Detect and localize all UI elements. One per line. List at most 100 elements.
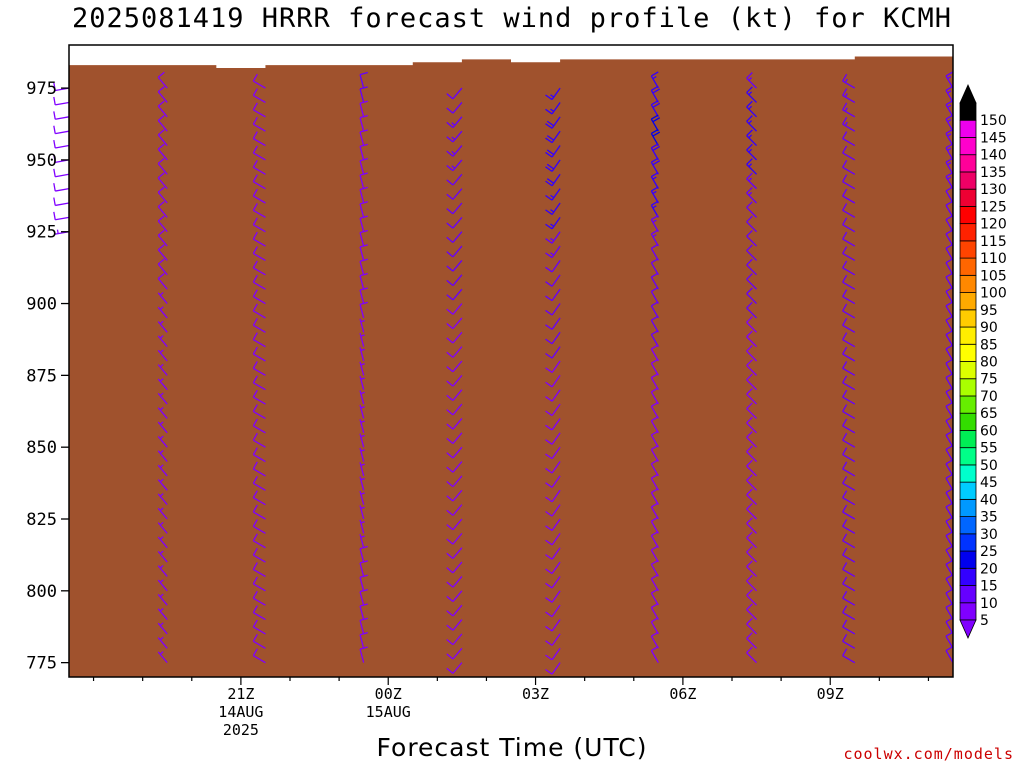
barb-flag — [157, 114, 165, 121]
barb-half-flag — [451, 150, 456, 155]
wind-barb — [446, 389, 463, 401]
barb-flag — [842, 576, 848, 585]
barb-shaft — [157, 278, 168, 290]
wind-barb — [545, 619, 561, 632]
barb-flag — [945, 358, 954, 364]
barb-shaft — [945, 118, 954, 132]
wind-barb — [650, 373, 659, 391]
wind-barb — [650, 416, 659, 434]
wind-barb — [545, 145, 561, 158]
wind-barb — [545, 130, 561, 144]
barb-shaft — [452, 102, 463, 114]
terrain-layer — [69, 53, 953, 678]
wind-barb — [545, 604, 561, 618]
colorbar-label: 140 — [980, 148, 1007, 164]
wind-barb — [446, 504, 463, 516]
barb-shaft — [252, 511, 266, 520]
barb-flag — [842, 533, 848, 542]
barb-flag — [545, 554, 553, 560]
barb-shaft — [842, 137, 856, 147]
barb-half-flag — [159, 536, 164, 540]
barb-flag — [252, 619, 258, 628]
wind-barb — [842, 533, 856, 549]
barb-shaft — [746, 250, 758, 261]
wind-barb — [945, 588, 954, 606]
barb-flag — [446, 322, 454, 330]
barb-flag — [252, 160, 258, 168]
colorbar-label: 65 — [980, 406, 998, 422]
wind-barb — [746, 402, 758, 419]
wind-barb — [945, 71, 954, 89]
barb-flag — [157, 71, 165, 78]
barb-shaft — [157, 436, 168, 448]
barb-flag — [746, 86, 753, 94]
barb-shaft — [157, 120, 168, 132]
wind-barb — [545, 590, 561, 603]
barb-shaft — [842, 468, 856, 477]
barb-shaft — [452, 576, 463, 588]
colorbar-swatch — [959, 223, 977, 242]
barb-shaft — [945, 262, 954, 276]
y-axis: 775 800 825 850 875 900 925 950 975 — [26, 79, 69, 674]
wind-barb — [446, 374, 463, 387]
wind-barb — [157, 244, 168, 261]
colorbar-label: 5 — [980, 613, 989, 629]
wind-barb — [746, 115, 758, 132]
wind-barb — [842, 260, 856, 276]
wind-barb — [157, 421, 168, 434]
wind-barb — [842, 562, 856, 578]
barb-flag — [252, 634, 258, 642]
colorbar-label: 55 — [980, 441, 998, 457]
barb-flag — [651, 401, 659, 407]
barb-flag — [545, 281, 553, 287]
wind-barb — [157, 215, 168, 233]
wind-barb — [359, 114, 368, 132]
wind-barb — [359, 215, 368, 232]
barb-layer — [53, 71, 954, 675]
barb-flag — [53, 82, 56, 91]
barb-flag — [546, 163, 555, 170]
wind-barb — [746, 158, 758, 175]
wind-barb — [746, 531, 758, 549]
barb-shaft — [746, 637, 758, 649]
wind-barb — [545, 260, 561, 273]
barb-flag — [842, 160, 848, 168]
barb-shaft — [55, 101, 70, 106]
barb-shaft — [452, 188, 463, 200]
barb-shaft — [157, 608, 168, 620]
wind-barb — [252, 490, 266, 506]
barb-shaft — [452, 561, 463, 574]
barb-flag — [252, 260, 258, 269]
colorbar-label: 110 — [980, 251, 1007, 267]
barb-shaft — [157, 206, 168, 218]
barb-flag — [545, 396, 553, 402]
wind-barb — [252, 318, 266, 333]
barb-flag — [652, 102, 661, 108]
barb-shaft — [650, 362, 659, 376]
barb-shaft — [945, 621, 954, 635]
barb-shaft — [945, 233, 954, 247]
barb-flag — [945, 373, 954, 379]
barb-flag — [545, 539, 553, 546]
barb-shaft — [945, 578, 954, 592]
barb-shaft — [551, 403, 561, 416]
wind-barb — [157, 229, 168, 247]
barb-flag — [842, 318, 848, 326]
barb-flag — [545, 252, 553, 259]
barb-flag — [842, 88, 848, 96]
barb-flag — [545, 568, 553, 575]
wind-barb — [359, 490, 365, 505]
barb-flag — [842, 231, 848, 240]
barb-shaft — [359, 174, 365, 189]
barb-flag — [157, 129, 165, 136]
barb-shaft — [252, 611, 266, 621]
colorbar-swatch — [959, 240, 977, 259]
wind-barb — [945, 315, 954, 333]
barb-flag — [842, 289, 848, 297]
barb-shaft — [359, 318, 365, 333]
barb-flag — [545, 180, 553, 187]
wind-barb — [545, 461, 561, 474]
barb-shaft — [452, 403, 463, 416]
barb-flag — [252, 145, 258, 154]
wind-barb — [545, 518, 561, 532]
